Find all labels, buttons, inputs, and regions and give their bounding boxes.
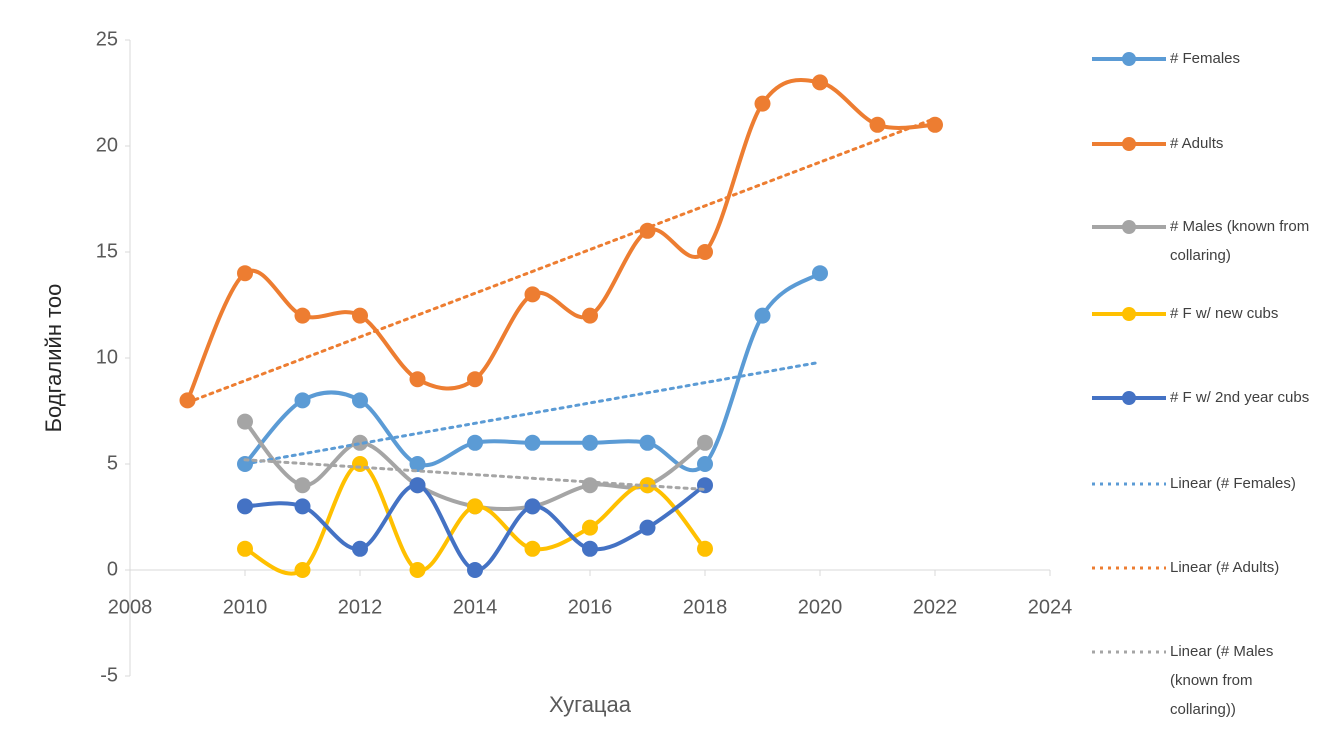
legend-entry: Linear (# Females) <box>1090 469 1315 498</box>
point <box>295 392 311 408</box>
point <box>697 477 713 493</box>
point <box>640 520 656 536</box>
point <box>410 477 426 493</box>
legend-label: Linear (# Females) <box>1170 469 1315 498</box>
legend-swatch <box>1090 469 1170 498</box>
legend-entry: Linear (# Males (known from collaring)) <box>1090 637 1315 724</box>
point <box>352 308 368 324</box>
point <box>582 308 598 324</box>
legend-label: # Males (known from collaring) <box>1170 212 1315 270</box>
legend-entry: # F w/ new cubs <box>1090 299 1315 328</box>
point <box>352 456 368 472</box>
point <box>180 392 196 408</box>
point <box>582 541 598 557</box>
trend-line <box>245 460 705 490</box>
x-tick-label: 2010 <box>223 596 268 618</box>
point <box>697 541 713 557</box>
legend-label: # Females <box>1170 44 1315 73</box>
point <box>352 541 368 557</box>
point <box>237 541 253 557</box>
legend-marker <box>1122 137 1136 151</box>
x-tick-label: 2014 <box>453 596 498 618</box>
point <box>525 435 541 451</box>
legend-label: # Adults <box>1170 129 1315 158</box>
point <box>525 498 541 514</box>
point <box>697 456 713 472</box>
point <box>467 562 483 578</box>
y-tick-label: -5 <box>100 664 118 686</box>
legend-swatch <box>1090 212 1170 241</box>
x-tick-label: 2018 <box>683 596 728 618</box>
legend-swatch <box>1090 299 1170 328</box>
series-line <box>245 422 705 509</box>
legend-label: # F w/ 2nd year cubs <box>1170 383 1315 412</box>
y-tick-label: 0 <box>107 558 118 580</box>
legend-entry: # F w/ 2nd year cubs <box>1090 383 1315 412</box>
point <box>352 392 368 408</box>
x-tick-label: 2012 <box>338 596 383 618</box>
y-tick-label: 15 <box>96 240 118 262</box>
page: Хугацаа Бодгалийн тоо -5 0 5 10 15 20 25 2008 20… <box>0 0 1317 756</box>
point <box>525 286 541 302</box>
point <box>410 371 426 387</box>
legend-entry: # Males (known from collaring) <box>1090 212 1315 270</box>
point <box>295 477 311 493</box>
legend-swatch <box>1090 637 1170 666</box>
point <box>640 435 656 451</box>
point <box>755 96 771 112</box>
y-tick-label: 25 <box>96 28 118 50</box>
legend-swatch <box>1090 129 1170 158</box>
point <box>582 520 598 536</box>
x-tick-label: 2016 <box>568 596 613 618</box>
point <box>697 244 713 260</box>
y-axis-title: Бодгалийн тоо <box>41 284 66 433</box>
point <box>295 562 311 578</box>
legend-swatch <box>1090 44 1170 73</box>
point <box>812 74 828 90</box>
x-axis-title: Хугацаа <box>549 692 632 717</box>
point <box>812 265 828 281</box>
legend-label: Linear (# Males (known from collaring)) <box>1170 637 1315 724</box>
x-tick-label: 2024 <box>1028 596 1073 618</box>
y-tick-label: 20 <box>96 134 118 156</box>
point <box>582 435 598 451</box>
legend-swatch <box>1090 383 1170 412</box>
legend-label: # F w/ new cubs <box>1170 299 1315 328</box>
legend-marker <box>1122 307 1136 321</box>
legend-entry: # Adults <box>1090 129 1315 158</box>
y-tick-label: 10 <box>96 346 118 368</box>
point <box>410 562 426 578</box>
legend-swatch <box>1090 553 1170 582</box>
legend-marker <box>1122 391 1136 405</box>
point <box>870 117 886 133</box>
x-tick-label: 2022 <box>913 596 958 618</box>
point <box>467 498 483 514</box>
legend-marker <box>1122 52 1136 66</box>
legend-label: Linear (# Adults) <box>1170 553 1315 582</box>
trend-line <box>188 118 936 402</box>
point <box>525 541 541 557</box>
x-tick-label: 2008 <box>108 596 153 618</box>
point <box>467 435 483 451</box>
point <box>237 265 253 281</box>
point <box>237 414 253 430</box>
point <box>755 308 771 324</box>
point <box>295 308 311 324</box>
point <box>697 435 713 451</box>
y-tick-label: 5 <box>107 452 118 474</box>
legend-marker <box>1122 220 1136 234</box>
point <box>467 371 483 387</box>
point <box>582 477 598 493</box>
series-line <box>188 80 936 400</box>
legend-entry: Linear (# Adults) <box>1090 553 1315 582</box>
point <box>237 498 253 514</box>
x-tick-label: 2020 <box>798 596 843 618</box>
legend-entry: # Females <box>1090 44 1315 73</box>
point <box>295 498 311 514</box>
